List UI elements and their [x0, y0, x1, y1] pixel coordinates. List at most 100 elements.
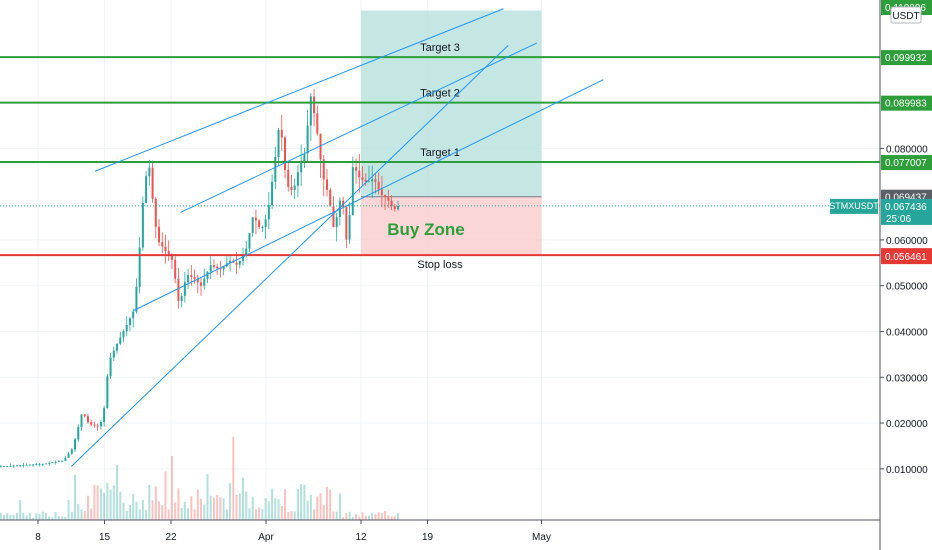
- currency-badge[interactable]: USDT: [890, 6, 922, 24]
- price-tag-label: 0.077007: [885, 158, 927, 169]
- x-axis-ticks: 8 15 22 Apr 12 19 May: [35, 520, 551, 543]
- horizontal-levels[interactable]: Target 3 Target 2 Target 1 Stop loss: [0, 42, 880, 271]
- candle-body: [258, 220, 261, 228]
- volume-bar: [25, 515, 28, 520]
- volume-bar: [183, 501, 186, 520]
- candle-body: [345, 207, 348, 240]
- volume-bar: [19, 499, 22, 520]
- trendline: [94, 8, 504, 172]
- volume-bar: [238, 493, 241, 520]
- volume-bar: [193, 509, 196, 520]
- volume-bar: [258, 507, 261, 520]
- candle-body: [393, 206, 396, 210]
- volume-bar: [15, 512, 18, 520]
- volume-bar: [293, 511, 296, 520]
- candle-body: [128, 318, 131, 325]
- volume-bar: [284, 489, 286, 520]
- volume-bar: [83, 511, 86, 520]
- volume-bar: [148, 484, 151, 520]
- volume-bar: [109, 489, 112, 520]
- candle-body: [164, 246, 167, 251]
- candle-body: [141, 202, 144, 248]
- y-tick-label: 0.040000: [886, 327, 928, 338]
- volume-bar: [161, 505, 164, 520]
- candle-body: [99, 421, 102, 427]
- price-tag-box: [881, 249, 932, 265]
- volume-bar: [248, 508, 251, 520]
- volume-bar: [287, 511, 290, 520]
- volume-bar: [325, 486, 328, 520]
- volume-bar: [86, 495, 89, 520]
- volume-bar: [274, 498, 277, 520]
- candle-body: [264, 219, 267, 228]
- candle-body: [70, 449, 73, 454]
- symbol-label: STMXUSDT: [829, 201, 879, 211]
- trendline: [180, 42, 537, 213]
- volume-bar: [41, 511, 44, 520]
- price-tag-label: 0.099932: [885, 53, 927, 64]
- volume-bar: [151, 500, 154, 520]
- volume-bar: [355, 513, 358, 520]
- volume-bar: [306, 500, 309, 520]
- candle-body: [90, 422, 93, 425]
- volume-bar: [74, 474, 77, 520]
- candle-body: [397, 206, 400, 210]
- volume-bar: [141, 499, 144, 520]
- candle-body: [109, 357, 112, 377]
- y-axis-strip[interactable]: [880, 0, 932, 550]
- volume-bar: [290, 511, 293, 520]
- candle-body: [390, 200, 393, 207]
- candles: [0, 89, 400, 468]
- candle-body: [170, 255, 173, 260]
- volume-bar: [61, 516, 64, 520]
- volume-bar: [235, 494, 238, 520]
- candle-body: [167, 250, 170, 256]
- volume-bar: [177, 488, 180, 520]
- candle-body: [25, 464, 28, 466]
- candle-body: [364, 179, 367, 182]
- candle-body: [183, 282, 186, 296]
- volume-bar: [313, 509, 316, 520]
- candle-body: [367, 181, 370, 183]
- buy-zone-label: Buy Zone: [387, 220, 464, 239]
- x-tick-label: 8: [35, 532, 41, 543]
- volume-bar: [106, 482, 109, 520]
- volume-bar: [170, 455, 173, 520]
- candle-body: [355, 167, 358, 171]
- candle-body: [316, 113, 319, 134]
- level-label: Target 1: [420, 147, 460, 159]
- volume-bar: [303, 484, 306, 520]
- y-axis-ticks: 0.010000 0.020000 0.030000 0.040000 0.050000…: [880, 144, 928, 476]
- y-tick-label: 0.020000: [886, 419, 928, 430]
- volume-bar: [387, 515, 390, 520]
- volume-bar: [32, 517, 35, 520]
- y-tick-label: 0.030000: [886, 373, 928, 384]
- trendlines[interactable]: [70, 8, 604, 467]
- price-tag-box: [881, 50, 932, 66]
- trendline: [70, 44, 509, 467]
- volume-bar: [342, 517, 345, 520]
- candle-body: [177, 278, 180, 302]
- volume-bar: [128, 505, 131, 520]
- volume-bar: [57, 516, 60, 520]
- volume-bar: [222, 498, 225, 520]
- candle-body: [358, 170, 361, 178]
- volume-bar: [125, 510, 128, 520]
- candle-body: [196, 279, 199, 283]
- candle-body: [174, 259, 177, 279]
- candle-body: [377, 181, 380, 190]
- volume-bar: [245, 491, 248, 520]
- candle-body: [384, 195, 387, 198]
- candle-body: [19, 465, 22, 467]
- volume-bar: [264, 498, 267, 520]
- volume-bar: [364, 515, 367, 520]
- price-tag-label: 0.069437: [885, 193, 927, 204]
- candle-body: [313, 96, 316, 114]
- volume-bar: [35, 513, 38, 520]
- candle-body: [248, 233, 251, 249]
- y-tick-label: 0.080000: [886, 144, 928, 155]
- candle-body: [209, 265, 212, 272]
- candle-body: [22, 465, 25, 466]
- volume-bar: [67, 499, 70, 520]
